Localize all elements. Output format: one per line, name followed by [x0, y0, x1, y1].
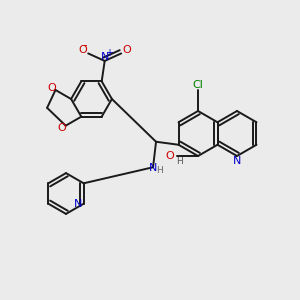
- Text: H: H: [156, 166, 163, 175]
- Text: O: O: [58, 123, 67, 133]
- Text: O: O: [165, 151, 174, 161]
- Text: H: H: [176, 158, 183, 166]
- Text: -: -: [82, 39, 87, 52]
- Text: N: N: [149, 163, 157, 173]
- Text: O: O: [78, 45, 87, 56]
- Text: N: N: [100, 52, 109, 62]
- Text: N: N: [233, 156, 241, 167]
- Text: O: O: [47, 82, 56, 93]
- Text: N: N: [74, 199, 82, 209]
- Text: Cl: Cl: [193, 80, 203, 90]
- Text: +: +: [106, 48, 113, 59]
- Text: O: O: [122, 45, 131, 56]
